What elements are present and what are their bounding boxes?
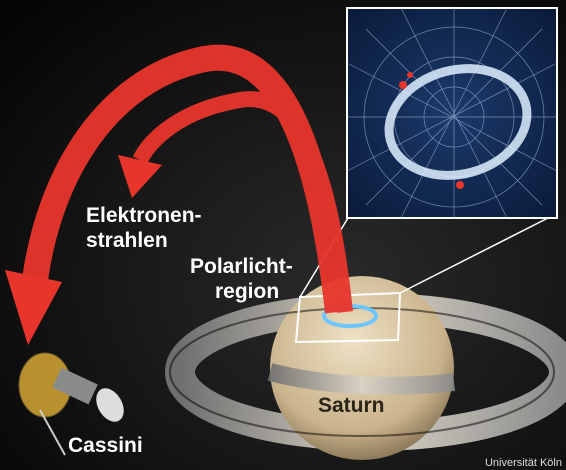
spot [456,181,464,189]
illustration: Elektronen- strahlen Polarlicht- region … [0,0,566,470]
planet-label: Saturn [318,394,385,417]
spot [407,72,413,78]
spacecraft-label: Cassini [68,434,143,457]
label: strahlen [86,229,168,252]
spot [399,81,407,89]
label: Polarlicht- [190,255,293,278]
credit: Universität Köln [485,457,562,469]
aurora-inset [347,8,557,218]
label: Elektronen- [86,204,202,227]
label: region [215,280,279,303]
